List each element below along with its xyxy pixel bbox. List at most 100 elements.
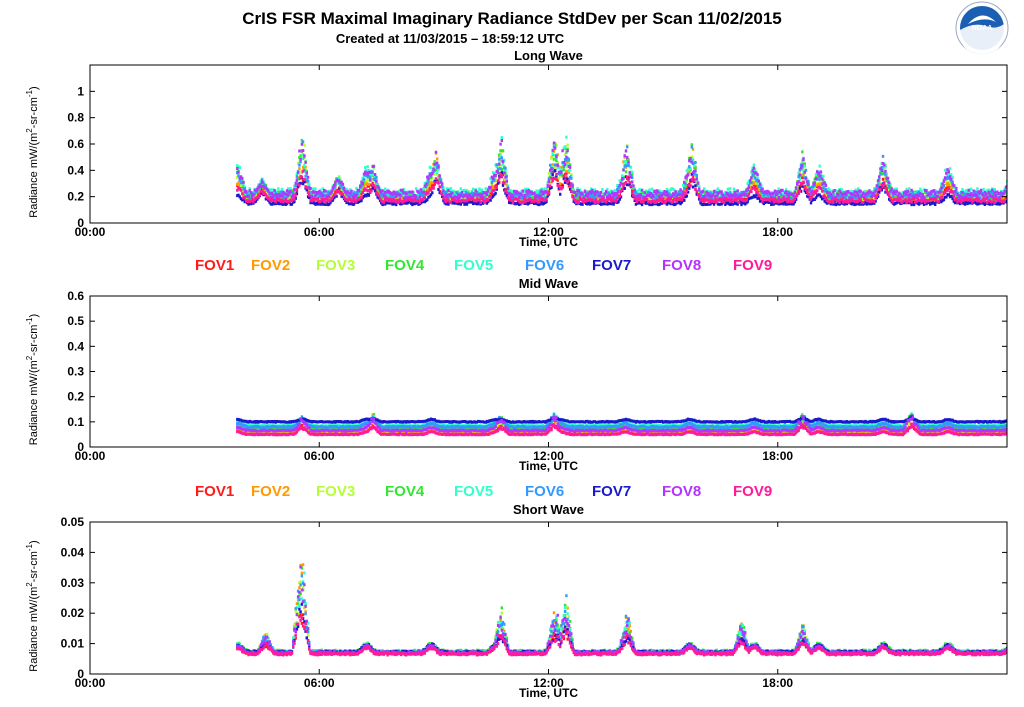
y-tick-label: 1 <box>77 84 84 98</box>
series-fov6 <box>236 413 1007 429</box>
y-label-part: -1 <box>25 317 34 325</box>
y-label-part: ) <box>28 314 40 318</box>
legend-item-fov8: FOV8 <box>662 257 701 274</box>
series-marks <box>236 565 1007 656</box>
y-tick-label: 0.04 <box>61 545 85 559</box>
x-axis-label: Time, UTC <box>519 235 578 249</box>
legend-lower: FOV1 FOV2 FOV3 FOV4 FOV5 FOV6 FOV7 FOV8 FOV9 <box>195 483 772 500</box>
data-layer <box>236 135 1007 207</box>
x-axis-label: Time, UTC <box>519 459 578 473</box>
y-tick-label: 0.3 <box>67 365 84 379</box>
x-tick-label: 12:00 <box>533 225 564 239</box>
y-label-part: 2 <box>25 355 34 360</box>
legend-item-fov3: FOV3 <box>316 483 355 500</box>
series-fov3 <box>236 580 1007 655</box>
y-tick-label: 0.2 <box>67 190 84 204</box>
series-marks <box>236 615 1007 657</box>
y-tick-label: 0.4 <box>67 339 84 353</box>
x-tick-label: 06:00 <box>304 449 335 463</box>
series-marks <box>236 414 1007 433</box>
panel-mid-wave: Mid Wave 0 0.1 0.2 0.3 0.4 0.5 0.6 00:00 06:00 12:… <box>25 276 1008 473</box>
y-axis-label: Radiance mW/(m2-sr-cm-1) <box>25 314 40 445</box>
legend-item-fov2: FOV2 <box>251 483 290 500</box>
series-fov9 <box>236 615 1007 657</box>
x-tick-label: 00:00 <box>75 449 106 463</box>
x-tick-label: 12:00 <box>533 449 564 463</box>
series-fov8 <box>236 565 1007 656</box>
y-label-part: ) <box>28 86 40 90</box>
series-marks <box>236 169 1007 207</box>
series-marks <box>236 142 1007 203</box>
x-tick-label: 18:00 <box>762 676 793 690</box>
legend-item-fov5: FOV5 <box>454 483 493 500</box>
y-tick-label: 0.8 <box>67 111 84 125</box>
x-tick-label: 06:00 <box>304 676 335 690</box>
legend-item-fov1: FOV1 <box>195 483 234 500</box>
data-layer <box>236 412 1007 437</box>
panel-title: Mid Wave <box>519 276 578 291</box>
legend-item-fov9: FOV9 <box>733 257 772 274</box>
x-tick-label: 00:00 <box>75 225 106 239</box>
series-fov9 <box>236 422 1007 437</box>
x-tick-label: 00:00 <box>75 676 106 690</box>
y-tick-label: 0.05 <box>61 515 85 529</box>
legend-item-fov4: FOV4 <box>385 257 425 274</box>
series-marks <box>236 580 1007 655</box>
legend-item-fov6: FOV6 <box>525 483 564 500</box>
panel-long-wave: Long Wave 0 0.2 0.4 0.6 0.8 1 00:00 06:00 12:00 18… <box>25 48 1008 249</box>
y-label-part: Radiance mW/(m <box>28 587 40 672</box>
x-axis-label: Time, UTC <box>519 686 578 700</box>
series-fov9 <box>236 169 1007 205</box>
noaa-logo: NOAA <box>955 1 1009 56</box>
series-fov2 <box>236 142 1007 203</box>
y-tick-label: 0.5 <box>67 314 84 328</box>
y-tick-label: 0.03 <box>61 576 85 590</box>
y-label-part: Radiance mW/(m <box>28 360 40 445</box>
y-axis-label: Radiance mW/(m2-sr-cm-1) <box>25 540 40 671</box>
series-marks <box>236 415 1007 424</box>
series-fov7 <box>236 602 1007 655</box>
y-label-part: -1 <box>25 543 34 551</box>
legend-item-fov9: FOV9 <box>733 483 772 500</box>
x-tick-label: 06:00 <box>304 225 335 239</box>
y-label-part: Radiance mW/(m <box>28 133 40 218</box>
y-label-part: -sr-cm <box>28 97 40 128</box>
series-marks <box>236 139 1007 200</box>
y-label-part: -sr-cm <box>28 325 40 356</box>
y-tick-label: 0.02 <box>61 606 85 620</box>
y-label-part: -1 <box>25 89 34 97</box>
chart-subtitle: Created at 11/03/2015 – 18:59:12 UTC <box>336 31 565 46</box>
y-label-part: ) <box>28 540 40 544</box>
series-fov7 <box>236 415 1007 424</box>
legend-item-fov7: FOV7 <box>592 257 631 274</box>
x-tick-label: 18:00 <box>762 225 793 239</box>
series-marks <box>236 413 1007 429</box>
x-tick-label: 12:00 <box>533 676 564 690</box>
panel-short-wave: Short Wave 0 0.01 0.02 0.03 0.04 0.05 00:00 06:0… <box>25 502 1008 700</box>
y-tick-label: 0.2 <box>67 390 84 404</box>
legend-item-fov8: FOV8 <box>662 483 701 500</box>
series-marks <box>236 422 1007 437</box>
panel-title: Short Wave <box>513 502 584 517</box>
legend-item-fov3: FOV3 <box>316 257 355 274</box>
y-tick-label: 0.1 <box>67 415 84 429</box>
legend-item-fov7: FOV7 <box>592 483 631 500</box>
y-tick-label: 0.4 <box>67 163 84 177</box>
y-label-part: 2 <box>25 128 34 133</box>
series-fov8 <box>236 414 1007 433</box>
y-label-part: -sr-cm <box>28 551 40 582</box>
series-fov8 <box>236 139 1007 200</box>
noaa-logo-text: NOAA <box>972 25 993 32</box>
y-tick-label: 0.6 <box>67 137 84 151</box>
legend-item-fov6: FOV6 <box>525 257 564 274</box>
series-marks <box>236 169 1007 205</box>
series-fov7 <box>236 169 1007 207</box>
series-marks <box>236 602 1007 655</box>
legend-upper: FOV1 FOV2 FOV3 FOV4 FOV5 FOV6 FOV7 FOV8 FOV9 <box>195 257 772 274</box>
legend-item-fov4: FOV4 <box>385 483 425 500</box>
y-tick-label: 0 <box>77 440 84 454</box>
y-tick-label: 0.01 <box>61 637 85 651</box>
chart-title: CrIS FSR Maximal Imaginary Radiance StdD… <box>242 9 782 28</box>
y-axis-label: Radiance mW/(m2-sr-cm-1) <box>25 86 40 217</box>
